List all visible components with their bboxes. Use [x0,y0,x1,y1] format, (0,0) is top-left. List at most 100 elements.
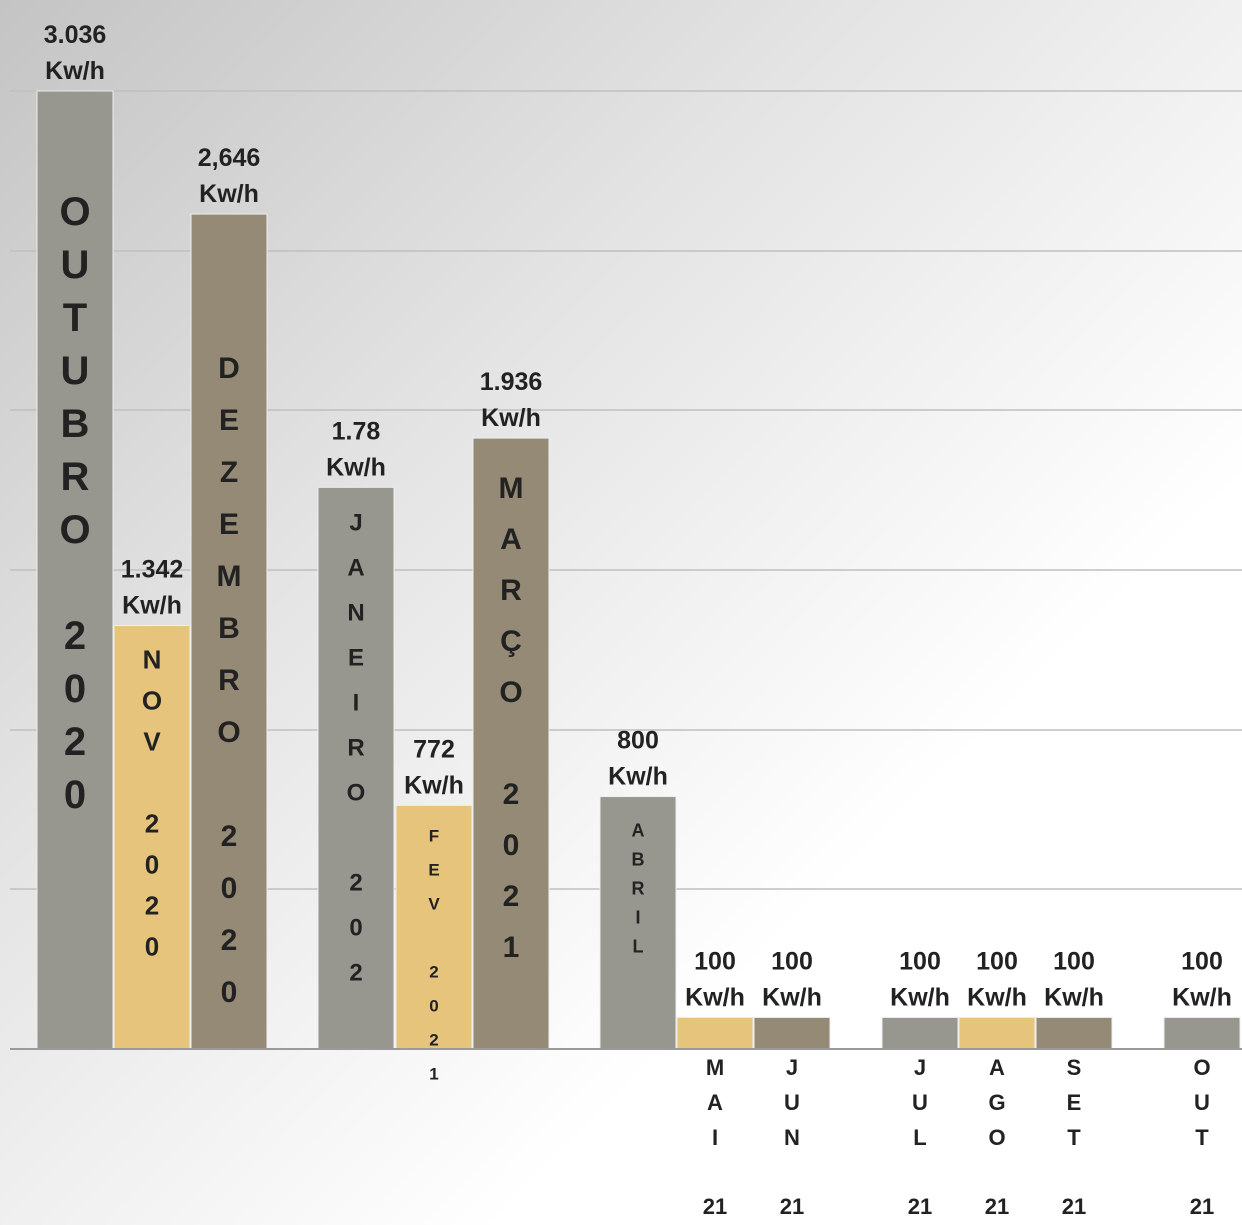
axis-label-7-4: 21 [703,1194,727,1219]
bar-4-letter-5: 0 [429,996,438,1015]
bar-4-letter-7: 1 [429,1064,438,1083]
bar-6-letter-4: L [633,937,644,957]
bar-0-letter-4: B [61,402,90,446]
bar-6-letter-1: B [632,850,645,870]
bar-1-letter-7: 0 [145,932,159,962]
axis-label-12-4: 21 [1190,1194,1214,1219]
axis-label-11-0: S [1067,1055,1082,1080]
bar-3-letter-0: J [349,509,362,536]
value-label-3: 1.78 [332,417,381,445]
axis-label-11-2: T [1067,1125,1081,1150]
bar-0-letter-1: U [61,243,90,287]
bar-3 [317,486,395,1050]
unit-label-5: Kw/h [481,404,541,432]
axis-label-9-4: 21 [908,1194,932,1219]
axis-label-12-2: T [1195,1125,1209,1150]
bar-0-letter-8: 2 [64,614,86,658]
value-label-11: 100 [1053,947,1095,975]
bar-3-letter-10: 2 [349,959,362,986]
bar-1-letter-1: O [142,686,162,716]
bar-6 [599,796,677,1050]
bar-3-letter-8: 2 [349,869,362,896]
bar-2-letter-10: 0 [221,872,238,905]
axis-label-11-1: E [1067,1090,1082,1115]
bar-0-letter-2: T [63,296,87,340]
bar-4-letter-6: 2 [429,1030,438,1049]
bar-2-letter-1: E [219,404,239,437]
bar-3-letter-2: N [347,599,364,626]
bar-3-letter-5: R [347,734,364,761]
bar-2-letter-11: 2 [221,924,238,957]
value-label-9: 100 [899,947,941,975]
bar-3-letter-3: E [348,644,364,671]
unit-label-6: Kw/h [608,763,668,791]
bar-6-letter-3: I [635,908,640,928]
bar-2-letter-7: O [217,716,240,749]
bar-2-letter-5: B [218,612,240,645]
bar-4-letter-4: 2 [429,962,438,981]
bar-3-letter-6: O [347,779,366,806]
bar-5 [472,437,550,1050]
bar-0-letter-9: 0 [64,667,86,711]
axis-label-11-4: 21 [1062,1194,1086,1219]
bar-0-letter-5: R [61,455,90,499]
axis-label-10-0: A [989,1055,1005,1080]
bar-8 [753,1016,831,1050]
bar-0-letter-0: O [59,190,90,234]
axis-label-10-1: G [988,1090,1005,1115]
value-label-8: 100 [771,947,813,975]
value-label-7: 100 [694,947,736,975]
bar-2-letter-6: R [218,664,240,697]
axis-label-8-2: N [784,1125,800,1150]
bar-11 [1035,1016,1113,1050]
axis-label-10-2: O [988,1125,1005,1150]
unit-label-10: Kw/h [967,983,1027,1011]
bar-5-letter-0: M [499,472,524,505]
bar-12 [1163,1016,1241,1050]
bar-5-letter-7: 0 [503,829,520,862]
bar-1-letter-0: N [143,645,162,675]
bar-6-letter-2: R [632,879,645,899]
axis-label-9-1: U [912,1090,928,1115]
axis-label-7-0: M [706,1055,724,1080]
bar-4-letter-0: F [429,826,439,845]
bar-0-letter-6: O [59,508,90,552]
bar-2-letter-12: 0 [221,976,238,1009]
bar-1-letter-6: 2 [145,891,159,921]
bar-2-letter-3: E [219,508,239,541]
bar-3-letter-4: I [353,689,360,716]
bar-5-letter-6: 2 [503,778,520,811]
value-label-0: 3.036 [44,21,107,49]
bar-5-letter-9: 1 [503,931,520,964]
bar-9 [881,1016,959,1050]
bar-0 [36,90,114,1050]
bar-1-letter-2: V [143,727,161,757]
bar-3-letter-9: 0 [349,914,362,941]
bar-4 [395,804,473,1050]
bar-4-letter-1: E [428,860,439,879]
unit-label-3: Kw/h [326,453,386,481]
bar-3-letter-1: A [347,554,364,581]
bar-4-letter-2: V [428,894,440,913]
unit-label-12: Kw/h [1172,983,1232,1011]
unit-label-11: Kw/h [1044,983,1104,1011]
bar-6-letter-0: A [632,821,645,841]
value-label-4: 772 [413,735,455,763]
value-label-5: 1.936 [480,368,543,396]
bar-5-letter-4: O [499,676,522,709]
value-label-1: 1.342 [121,556,184,584]
axis-label-8-4: 21 [780,1194,804,1219]
unit-label-2: Kw/h [199,180,259,208]
bar-0-letter-3: U [61,349,90,393]
axis-label-12-0: O [1193,1055,1210,1080]
unit-label-7: Kw/h [685,983,745,1011]
axis-label-8-1: U [784,1090,800,1115]
unit-label-9: Kw/h [890,983,950,1011]
bar-1-letter-4: 2 [145,809,159,839]
axis-label-9-0: J [914,1055,926,1080]
axis-label-12-1: U [1194,1090,1210,1115]
bar-10 [958,1016,1036,1050]
bar-1-letter-5: 0 [145,850,159,880]
bar-0-letter-11: 0 [64,773,86,817]
